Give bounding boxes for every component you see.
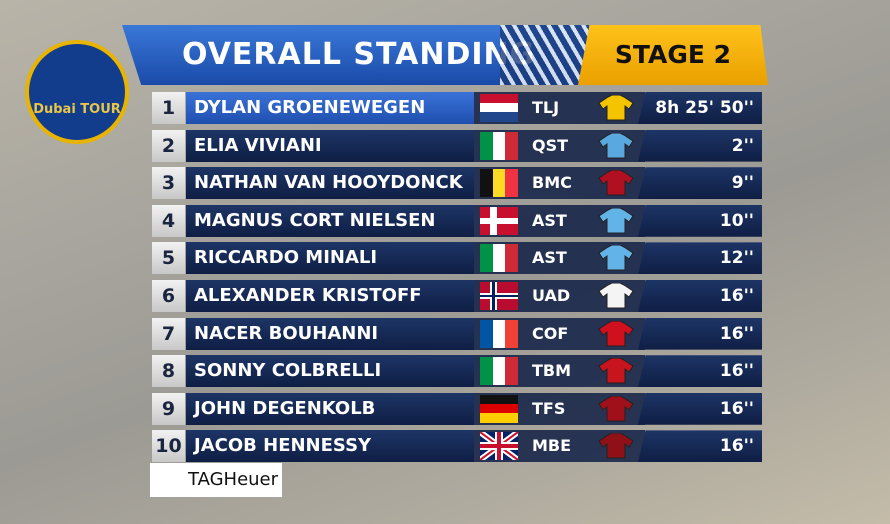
rider-name: SONNY COLBRELLI <box>186 355 474 388</box>
flag <box>480 357 518 386</box>
team-code: AST <box>532 248 567 268</box>
rider-name: ALEXANDER KRISTOFF <box>186 280 474 312</box>
time-gap: 2'' <box>638 129 762 162</box>
time-gap: 16'' <box>638 355 762 388</box>
time-gap: 9'' <box>638 167 762 200</box>
rank: 4 <box>152 204 185 237</box>
jersey <box>598 320 634 347</box>
team-code: TFS <box>532 398 566 418</box>
rider-name: NATHAN VAN HOOYDONCK <box>186 167 474 200</box>
flag <box>480 244 518 273</box>
time-gap: 10'' <box>638 204 762 237</box>
jersey-icon <box>598 357 634 384</box>
flag-icon <box>480 169 518 198</box>
jersey <box>598 395 634 422</box>
team-code: UAD <box>532 286 571 305</box>
flag-icon <box>480 94 518 122</box>
jersey-icon <box>598 207 634 234</box>
rider-name: NACER BOUHANNI <box>186 317 474 350</box>
time-gap: 16'' <box>638 392 762 425</box>
rank: 5 <box>152 242 185 275</box>
time-gap: 16'' <box>638 317 762 350</box>
time-gap: 16'' <box>638 430 762 463</box>
jersey <box>598 357 634 384</box>
team-code: TLJ <box>532 98 560 117</box>
rank: 3 <box>152 167 185 200</box>
sponsor: TAGHeuer <box>150 463 282 497</box>
team-code: QST <box>532 135 569 155</box>
jersey <box>598 207 634 234</box>
rider-name: DYLAN GROENEWEGEN <box>186 92 474 124</box>
flag-icon <box>480 131 518 160</box>
flag <box>480 94 518 122</box>
flag <box>480 169 518 198</box>
rank: 7 <box>152 317 185 350</box>
flag-icon <box>480 319 518 348</box>
rank: 8 <box>152 355 185 388</box>
jersey-icon <box>598 244 634 271</box>
jersey <box>598 132 634 159</box>
flag <box>478 429 520 463</box>
jersey-icon <box>598 432 634 459</box>
jersey-icon <box>598 320 634 347</box>
flag-icon <box>480 394 518 423</box>
flag <box>480 394 518 423</box>
flag <box>480 131 518 160</box>
rider-name: JACOB HENNESSY <box>186 430 474 463</box>
rank: 10 <box>152 430 185 463</box>
time-gap: 16'' <box>638 280 762 312</box>
team-code: COF <box>532 323 569 343</box>
jersey-icon <box>598 169 634 196</box>
stage-label: STAGE 2 <box>578 25 768 85</box>
team-code: MBE <box>532 436 572 456</box>
rank: 6 <box>152 280 185 312</box>
jersey-icon <box>598 132 634 159</box>
jersey-icon <box>598 282 634 309</box>
jersey <box>598 244 634 271</box>
jersey <box>598 282 634 309</box>
flag-icon <box>480 282 518 310</box>
rank: 1 <box>152 92 185 124</box>
rider-name: ELIA VIVIANI <box>186 129 474 162</box>
race-logo: Dubai TOUR <box>25 40 129 144</box>
flag <box>480 206 518 235</box>
flag-icon <box>480 206 518 235</box>
flag <box>480 319 518 348</box>
rider-name: MAGNUS CORT NIELSEN <box>186 204 474 237</box>
flag-icon <box>480 357 518 386</box>
flag-icon <box>478 429 520 463</box>
jersey <box>598 94 634 121</box>
jersey <box>598 169 634 196</box>
rank: 2 <box>152 129 185 162</box>
team-code: BMC <box>532 173 572 193</box>
team-code: TBM <box>532 361 572 381</box>
team-code: AST <box>532 210 567 230</box>
rank: 9 <box>152 392 185 425</box>
time-gap: 12'' <box>638 242 762 275</box>
jersey <box>598 432 634 459</box>
rider-name: RICCARDO MINALI <box>186 242 474 275</box>
jersey-icon <box>598 94 634 121</box>
jersey-icon <box>598 395 634 422</box>
rider-name: JOHN DEGENKOLB <box>186 392 474 425</box>
time-gap: 8h 25' 50'' <box>638 92 762 124</box>
flag <box>480 282 518 310</box>
stripes <box>500 25 590 85</box>
flag-icon <box>480 244 518 273</box>
